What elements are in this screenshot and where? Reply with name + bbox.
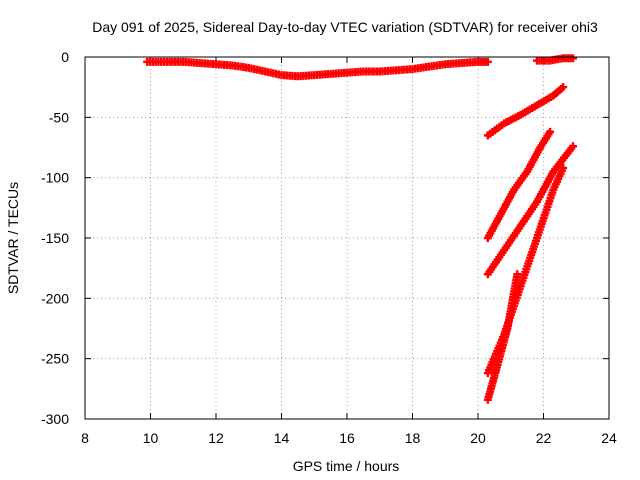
x-axis-label: GPS time / hours [293, 458, 400, 474]
y-tick-label: -50 [49, 109, 69, 125]
series-group [483, 127, 555, 242]
data-point [559, 164, 568, 173]
data-point [483, 57, 492, 66]
x-tick-label: 16 [339, 430, 355, 446]
x-tick-label: 8 [81, 430, 89, 446]
series-group [483, 164, 568, 378]
x-tick-label: 24 [601, 430, 617, 446]
data-point [568, 142, 577, 151]
plot-frame [84, 56, 610, 420]
x-tick-label: 18 [405, 430, 421, 446]
y-tick-label: -100 [41, 170, 69, 186]
y-tick-label: -250 [41, 351, 69, 367]
y-tick-label: -300 [41, 411, 69, 427]
data-points [143, 54, 577, 404]
x-tick-label: 14 [274, 430, 290, 446]
series-group [483, 142, 577, 279]
x-tick-label: 20 [470, 430, 486, 446]
x-tick-label: 22 [536, 430, 552, 446]
series-group [532, 54, 577, 65]
series-group [483, 270, 522, 404]
data-point [546, 127, 555, 136]
series-group [483, 83, 568, 140]
y-tick-label: -150 [41, 230, 69, 246]
y-tick-label: 0 [61, 49, 69, 65]
data-point [513, 270, 522, 279]
data-point [559, 83, 568, 92]
y-axis-label: SDTVAR / TECUs [5, 182, 21, 294]
data-point [568, 54, 577, 63]
x-tick-label: 10 [143, 430, 159, 446]
chart-title: Day 091 of 2025, Sidereal Day-to-day VTE… [92, 19, 598, 35]
y-tick-label: -200 [41, 290, 69, 306]
tick-labels: 8 10 12 14 16 18 20 22 24 0 -50 -100 -150 -200 -250 -30… [41, 49, 617, 446]
x-tick-label: 12 [208, 430, 224, 446]
series-group [143, 57, 492, 81]
